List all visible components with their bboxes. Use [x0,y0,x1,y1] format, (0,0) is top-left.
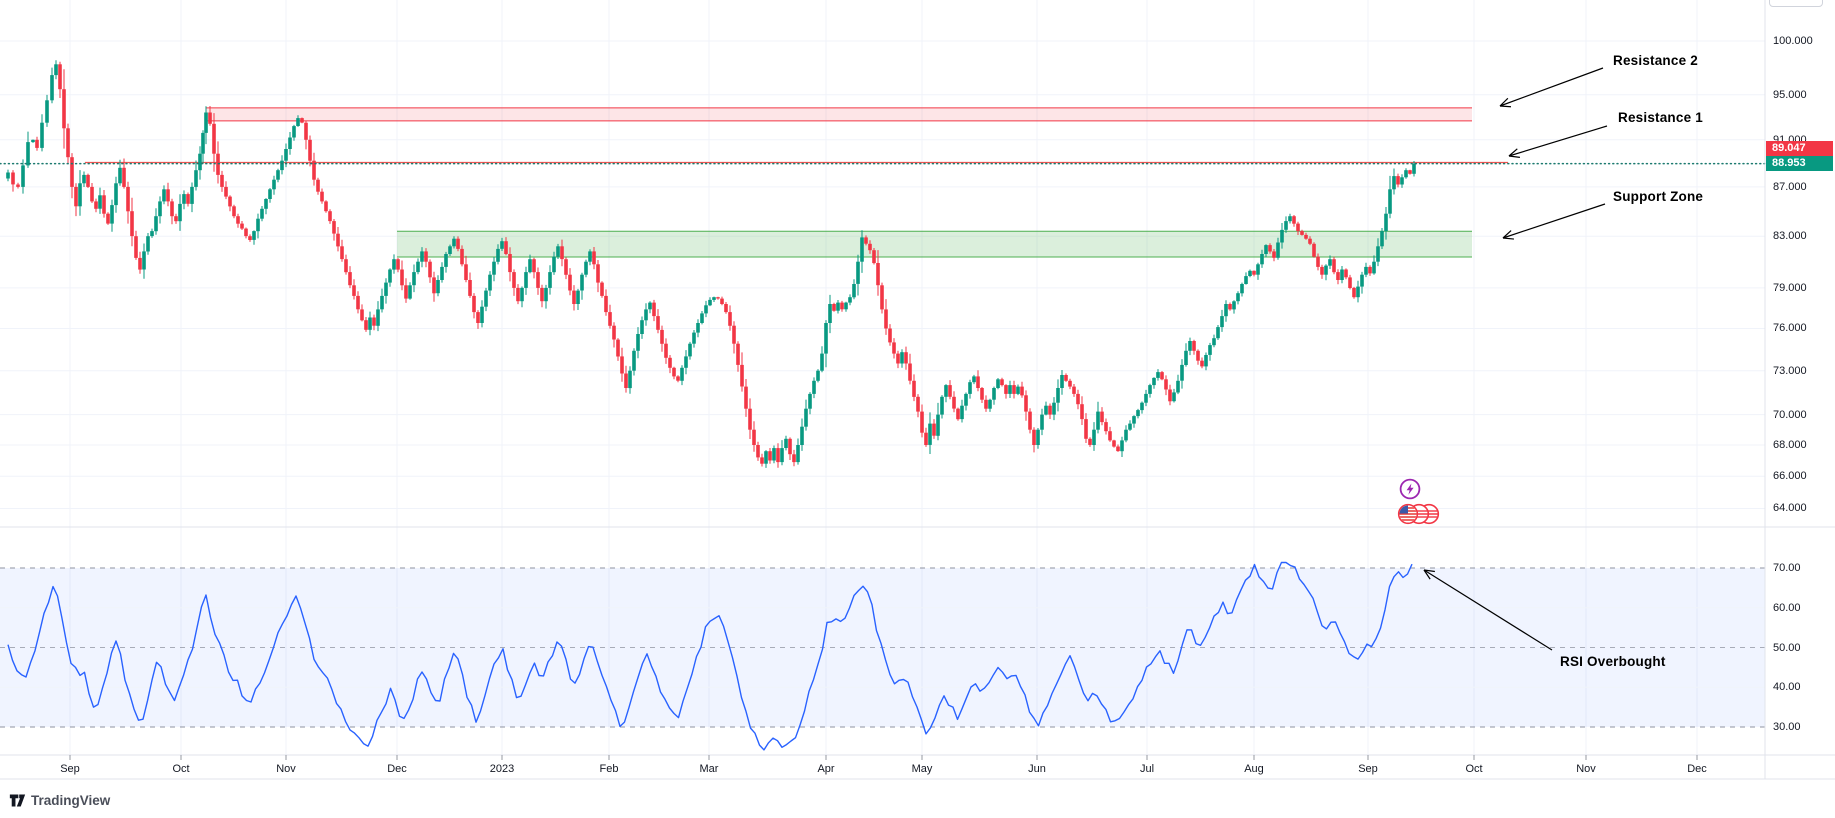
price-tick-label: 95.000 [1773,89,1807,101]
us-flag-event-icons[interactable] [1397,503,1440,525]
month-label-jul: Jul [1139,763,1155,775]
month-label-sep: Sep [60,763,80,775]
month-label-jun: Jun [1028,763,1046,775]
month-label-nov: Nov [276,763,296,775]
month-label-aug: Aug [1244,763,1264,775]
month-label-apr: Apr [817,763,835,775]
price-tick-label: 79.000 [1773,282,1807,294]
rsi-tick-label: 40.00 [1773,681,1801,693]
price-tick-label: 100.000 [1773,35,1813,47]
price-tick-label: 70.000 [1773,409,1807,421]
month-label-sep: Sep [1358,763,1378,775]
month-label-nov: Nov [1576,763,1596,775]
ask-price-tag[interactable]: 89.047 [1766,141,1833,156]
rsi-tick-label: 30.00 [1773,721,1801,733]
resistance-2-label[interactable]: Resistance 2 [1613,53,1698,68]
price-tick-label: 64.000 [1773,502,1807,514]
event-markers[interactable] [1392,472,1446,533]
rsi-overbought-label[interactable]: RSI Overbought [1560,654,1666,669]
rsi-line[interactable] [7,561,1413,751]
price-axis-button[interactable] [1769,0,1823,7]
tradingview-logo-icon [9,794,26,807]
month-label-dec: Dec [387,763,407,775]
price-tick-label: 66.000 [1773,470,1807,482]
rsi-tick-label: 60.00 [1773,602,1801,614]
month-label-oct: Oct [172,763,190,775]
rsi-tick-label: 70.00 [1773,562,1801,574]
candles [6,60,1416,468]
last-price-tag[interactable]: 88.953 [1766,156,1833,171]
price-tick-label: 73.000 [1773,365,1807,377]
month-label-oct: Oct [1465,763,1483,775]
price-tick-label: 68.000 [1773,439,1807,451]
month-label-may: May [911,763,933,775]
lightning-icon[interactable] [1399,478,1421,500]
tradingview-logo[interactable]: TradingView [9,792,110,809]
price-tick-label: 76.000 [1773,322,1807,334]
rsi-tick-label: 50.00 [1773,642,1801,654]
month-label-mar: Mar [699,763,719,775]
month-label-dec: Dec [1687,763,1707,775]
tradingview-logo-text: TradingView [31,793,111,808]
support-zone[interactable] [397,230,1472,258]
resistance-1-label[interactable]: Resistance 1 [1618,110,1703,125]
month-label-feb: Feb [599,763,619,775]
price-tick-label: 87.000 [1773,181,1807,193]
price-tick-label: 83.000 [1773,230,1807,242]
resistance-2-zone[interactable] [206,107,1472,122]
support-zone-label[interactable]: Support Zone [1613,189,1704,204]
month-label-2023: 2023 [489,763,515,775]
